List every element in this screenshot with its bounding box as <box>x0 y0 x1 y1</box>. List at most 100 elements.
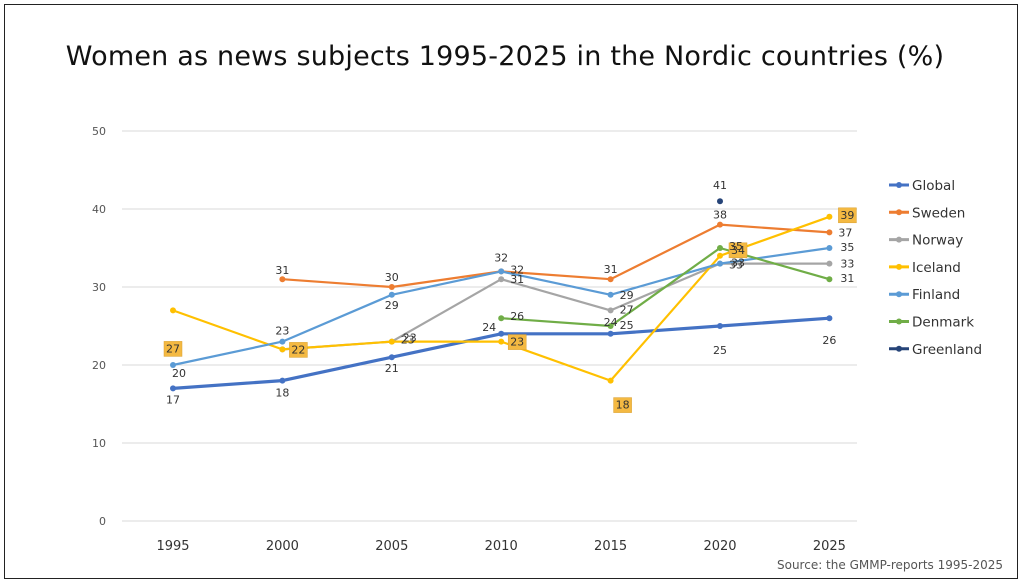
legend-label: Greenland <box>912 342 982 358</box>
data-label-global: 24 <box>604 316 618 329</box>
legend-label: Finland <box>912 287 960 303</box>
data-labels: 1718212424252631303231383722233127333327… <box>163 179 857 413</box>
y-tick-label: 10 <box>92 437 106 450</box>
data-label-finland: 23 <box>275 325 289 338</box>
data-label-global: 17 <box>166 393 180 406</box>
data-label-greenland: 41 <box>713 179 727 192</box>
marker-sweden <box>607 276 614 283</box>
marker-finland <box>170 362 176 368</box>
gridlines <box>122 130 857 522</box>
marker-iceland <box>498 338 505 345</box>
data-label-global: 24 <box>482 321 496 334</box>
legend-swatch-marker <box>896 236 902 243</box>
marker-finland <box>717 260 723 267</box>
data-label-box <box>289 342 308 358</box>
legend-label: Global <box>912 178 955 194</box>
data-label-denmark: 31 <box>840 272 854 285</box>
legend-swatch-marker <box>896 263 902 270</box>
series-line-sweden <box>282 223 830 289</box>
data-label-iceland: 34 <box>731 244 745 257</box>
legend-swatch-marker <box>896 209 902 216</box>
data-label-denmark: 25 <box>620 319 634 332</box>
data-label-sweden: 31 <box>275 264 289 277</box>
data-label-box <box>507 334 527 350</box>
data-label-box <box>728 242 748 259</box>
x-tick-label: 2015 <box>594 539 627 554</box>
y-tick-label: 50 <box>92 125 106 138</box>
legend-label: Sweden <box>912 205 965 221</box>
y-tick-label: 30 <box>92 281 106 294</box>
data-label-global: 18 <box>275 387 289 400</box>
marker-iceland <box>607 377 614 384</box>
x-tick-label: 2020 <box>703 539 736 554</box>
marker-sweden <box>717 221 723 228</box>
data-label-finland: 35 <box>840 241 854 254</box>
data-label-finland: 20 <box>172 367 186 380</box>
y-tick-label: 0 <box>99 515 106 528</box>
marker-iceland <box>717 252 723 259</box>
data-label-box <box>163 341 183 357</box>
marker-iceland <box>388 338 395 345</box>
chart-frame: Women as news subjects 1995-2025 in the … <box>4 4 1018 579</box>
marker-denmark <box>498 315 505 322</box>
legend-label: Denmark <box>912 315 974 331</box>
marker-sweden <box>388 284 395 290</box>
source-note: Source: the GMMP-reports 1995-2025 <box>776 558 1003 572</box>
data-label-sweden: 38 <box>713 209 727 222</box>
data-label-norway: 27 <box>620 303 634 316</box>
marker-global <box>607 330 614 337</box>
marker-global <box>826 315 833 322</box>
legend-label: Norway <box>912 233 963 249</box>
marker-global <box>498 330 505 337</box>
legend-label: Iceland <box>912 260 961 276</box>
marker-global <box>388 354 395 361</box>
series-lines <box>170 198 833 392</box>
marker-global <box>717 323 723 329</box>
marker-global <box>279 377 286 384</box>
marker-sweden <box>826 229 833 236</box>
marker-global <box>170 385 176 392</box>
legend-swatch-marker <box>896 318 902 325</box>
legend-swatch-marker <box>896 345 902 352</box>
data-label-iceland: 22 <box>291 343 305 356</box>
data-label-finland: 29 <box>385 299 399 312</box>
data-label-iceland: 23 <box>401 334 415 347</box>
data-label-sweden: 31 <box>604 263 618 276</box>
data-label-iceland: 18 <box>616 399 630 412</box>
data-label-norway: 31 <box>510 273 524 286</box>
legend-swatch-marker <box>896 182 902 188</box>
legend-swatch-marker <box>896 291 902 298</box>
data-label-global: 25 <box>713 344 727 357</box>
data-label-global: 21 <box>385 362 399 375</box>
x-tick-label: 2025 <box>813 539 846 554</box>
data-label-sweden: 37 <box>838 226 852 239</box>
marker-finland <box>826 245 833 251</box>
data-label-box <box>838 207 857 224</box>
x-tick-label: 2000 <box>266 539 299 554</box>
marker-finland <box>498 268 505 275</box>
data-label-norway: 23 <box>403 332 417 345</box>
marker-sweden <box>279 276 286 283</box>
marker-denmark <box>717 245 723 251</box>
x-tick-label: 2010 <box>485 539 518 554</box>
legend: Global Sweden Norway Iceland Finland Denmark G… <box>889 178 982 358</box>
data-label-finland: 33 <box>729 259 743 272</box>
data-label-sweden: 30 <box>385 271 399 284</box>
data-label-iceland: 23 <box>510 336 524 349</box>
marker-norway <box>498 276 505 283</box>
data-label-global: 26 <box>822 334 836 347</box>
marker-norway <box>607 307 614 314</box>
data-label-denmark: 35 <box>729 240 743 253</box>
marker-finland <box>279 338 286 345</box>
marker-finland <box>388 291 395 298</box>
chart-title: Women as news subjects 1995-2025 in the … <box>65 41 945 72</box>
y-tick-label: 20 <box>92 359 106 372</box>
series-line-denmark <box>501 246 830 328</box>
marker-denmark <box>607 323 614 329</box>
x-tick-label: 1995 <box>156 539 189 554</box>
y-tick-label: 40 <box>92 203 106 216</box>
data-label-finland: 29 <box>620 289 634 302</box>
marker-iceland <box>170 307 176 314</box>
